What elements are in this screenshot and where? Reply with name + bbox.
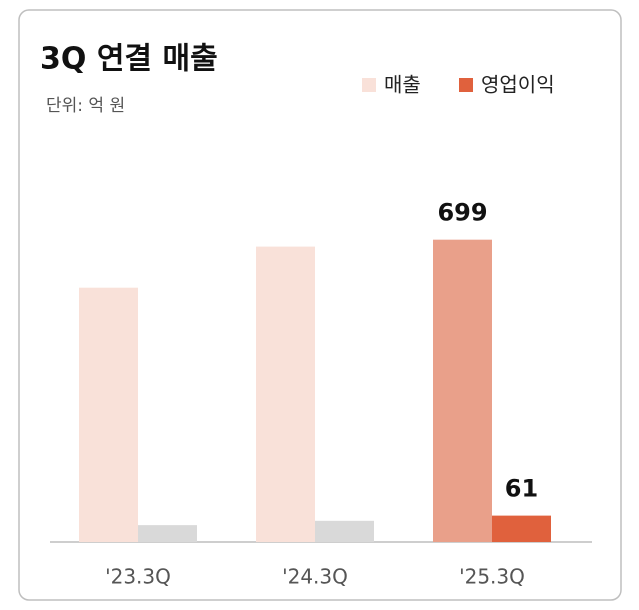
x-tick-label: '23.3Q xyxy=(105,565,171,589)
subtitle: 단위: 억 원 xyxy=(46,96,125,116)
bar xyxy=(492,515,551,542)
bar xyxy=(138,525,197,542)
bar xyxy=(256,246,315,543)
bar xyxy=(433,239,492,542)
chart-title: 3Q 연결 매출 xyxy=(40,42,218,77)
x-tick-label: '25.3Q xyxy=(459,565,525,589)
legend-label: 영업이익 xyxy=(481,73,555,97)
legend-swatch xyxy=(362,78,376,92)
bar xyxy=(79,287,138,542)
legend-label: 매출 xyxy=(384,73,421,97)
legend-swatch xyxy=(459,78,473,92)
x-tick-label: '24.3Q xyxy=(282,565,348,589)
bar xyxy=(315,520,374,542)
value-label: 699 xyxy=(437,199,487,227)
value-label: 61 xyxy=(505,475,538,503)
